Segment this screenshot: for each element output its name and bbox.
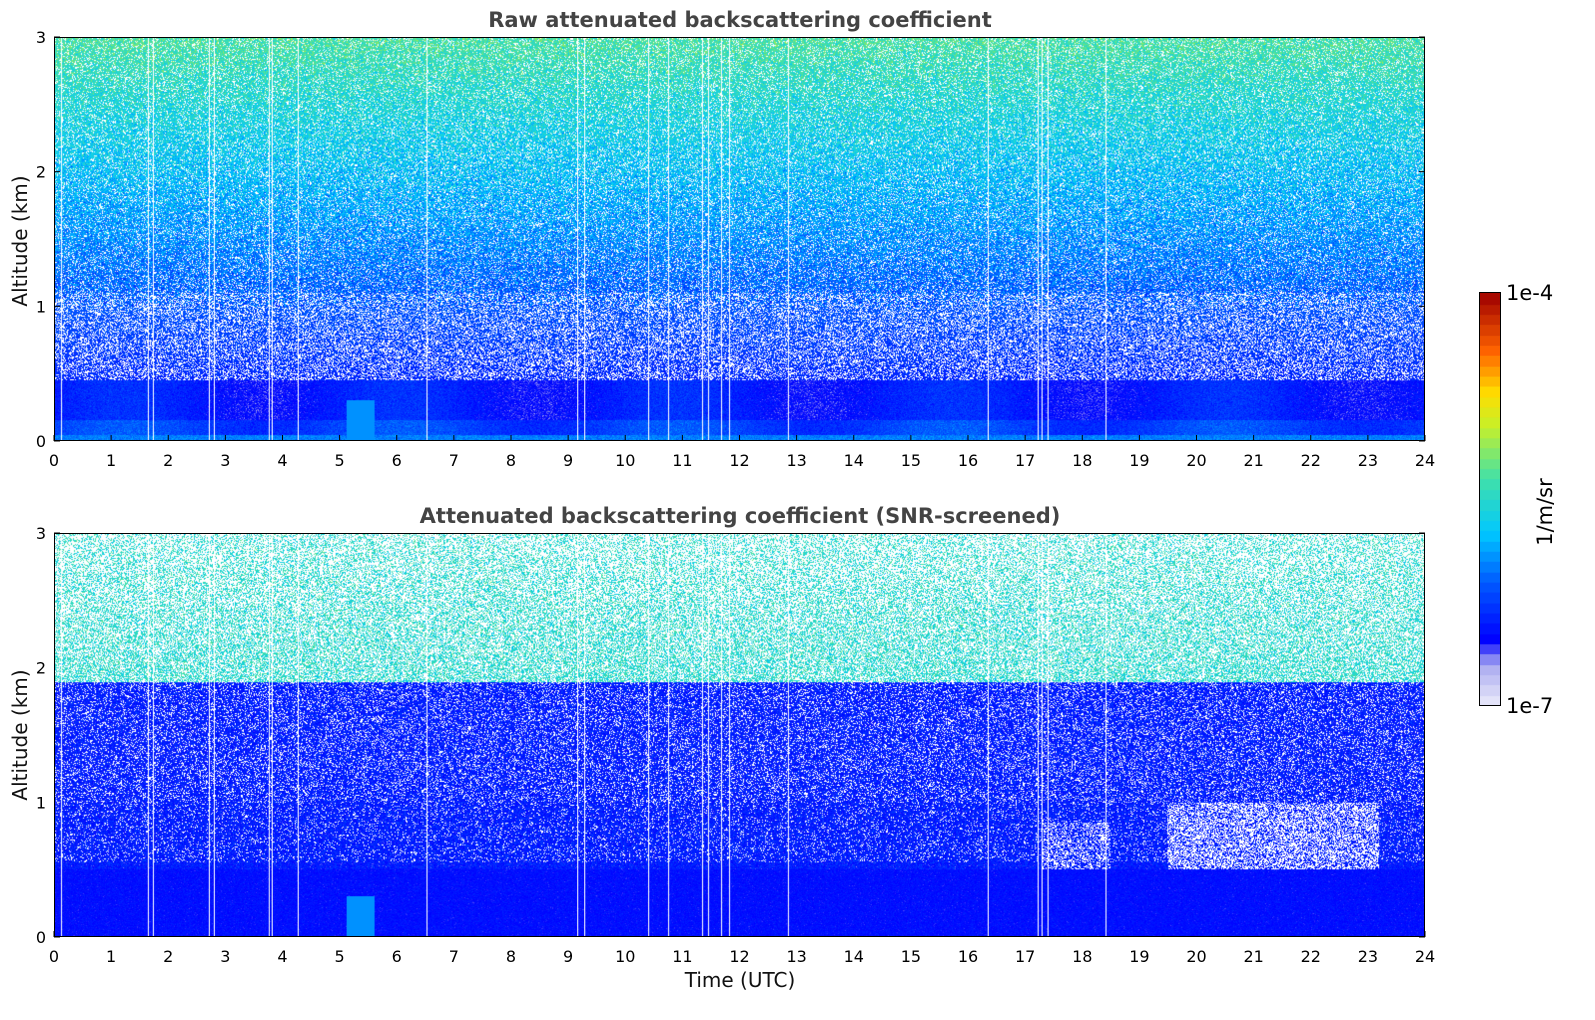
x-tick-label: 11 <box>672 451 692 470</box>
x-tick-label: 22 <box>1301 451 1321 470</box>
x-tick-label: 13 <box>786 451 806 470</box>
x-tick-label: 16 <box>958 451 978 470</box>
x-tick-label: 21 <box>1243 451 1263 470</box>
x-tick-label: 7 <box>449 947 459 966</box>
x-tick-label: 0 <box>49 947 59 966</box>
x-tick-label: 3 <box>220 451 230 470</box>
x-tick-label: 9 <box>563 451 573 470</box>
x-tick-label: 4 <box>277 947 287 966</box>
y-tick-label: 3 <box>36 28 46 47</box>
x-tick-label: 8 <box>506 451 516 470</box>
y-tick-label: 2 <box>36 163 46 182</box>
x-tick-label: 19 <box>1129 451 1149 470</box>
colorbar-labels: 1e-4 1e-7 1/m/sr <box>1506 281 1557 718</box>
y-tick-label: 3 <box>36 524 46 543</box>
x-tick-label: 7 <box>449 451 459 470</box>
x-axis-label: Time (UTC) <box>684 968 796 992</box>
x-tick-label: 18 <box>1072 451 1092 470</box>
x-tick-label: 1 <box>106 451 116 470</box>
x-tick-label: 10 <box>615 947 635 966</box>
x-tick-label: 3 <box>220 947 230 966</box>
x-tick-label: 22 <box>1301 947 1321 966</box>
x-tick-label: 23 <box>1358 947 1378 966</box>
y-tick-label: 0 <box>36 928 46 947</box>
y-tick-label: 1 <box>36 297 46 316</box>
x-tick-label: 18 <box>1072 947 1092 966</box>
top-heatmap-plot <box>54 37 1425 441</box>
x-tick-label: 23 <box>1358 451 1378 470</box>
x-tick-label: 24 <box>1415 947 1435 966</box>
x-tick-label: 17 <box>1015 451 1035 470</box>
y-tick-label: 1 <box>36 793 46 812</box>
x-tick-label: 19 <box>1129 947 1149 966</box>
x-tick-label: 17 <box>1015 947 1035 966</box>
colorbar-max-label: 1e-4 <box>1506 281 1553 305</box>
x-tick-label: 2 <box>163 451 173 470</box>
x-tick-label: 11 <box>672 947 692 966</box>
x-tick-label: 12 <box>729 947 749 966</box>
x-tick-label: 4 <box>277 451 287 470</box>
colorbar-unit-label: 1/m/sr <box>1533 478 1557 546</box>
bottom-panel-y-axis-label: Altitude (km) <box>8 669 32 801</box>
x-tick-label: 20 <box>1186 947 1206 966</box>
x-tick-label: 10 <box>615 451 635 470</box>
x-tick-label: 5 <box>335 451 345 470</box>
colorbar <box>1479 292 1501 706</box>
x-tick-label: 6 <box>392 947 402 966</box>
x-tick-label: 6 <box>392 451 402 470</box>
x-tick-label: 1 <box>106 947 116 966</box>
x-tick-label: 9 <box>563 947 573 966</box>
x-tick-label: 21 <box>1243 947 1263 966</box>
x-tick-label: 13 <box>786 947 806 966</box>
x-tick-label: 2 <box>163 947 173 966</box>
x-tick-label: 14 <box>844 451 864 470</box>
x-tick-label: 15 <box>901 451 921 470</box>
x-tick-label: 15 <box>901 947 921 966</box>
bottom-panel-title: Attenuated backscattering coefficient (S… <box>419 504 1061 528</box>
top-panel-title: Raw attenuated backscattering coefficien… <box>488 8 992 32</box>
x-tick-label: 24 <box>1415 451 1435 470</box>
colorbar-min-label: 1e-7 <box>1506 694 1553 718</box>
x-tick-label: 0 <box>49 451 59 470</box>
x-tick-label: 5 <box>335 947 345 966</box>
y-tick-label: 2 <box>36 659 46 678</box>
x-tick-label: 12 <box>729 451 749 470</box>
x-tick-label: 14 <box>844 947 864 966</box>
y-tick-label: 0 <box>36 432 46 451</box>
x-tick-label: 20 <box>1186 451 1206 470</box>
bottom-heatmap-plot <box>54 533 1425 937</box>
x-tick-label: 8 <box>506 947 516 966</box>
x-tick-label: 16 <box>958 947 978 966</box>
